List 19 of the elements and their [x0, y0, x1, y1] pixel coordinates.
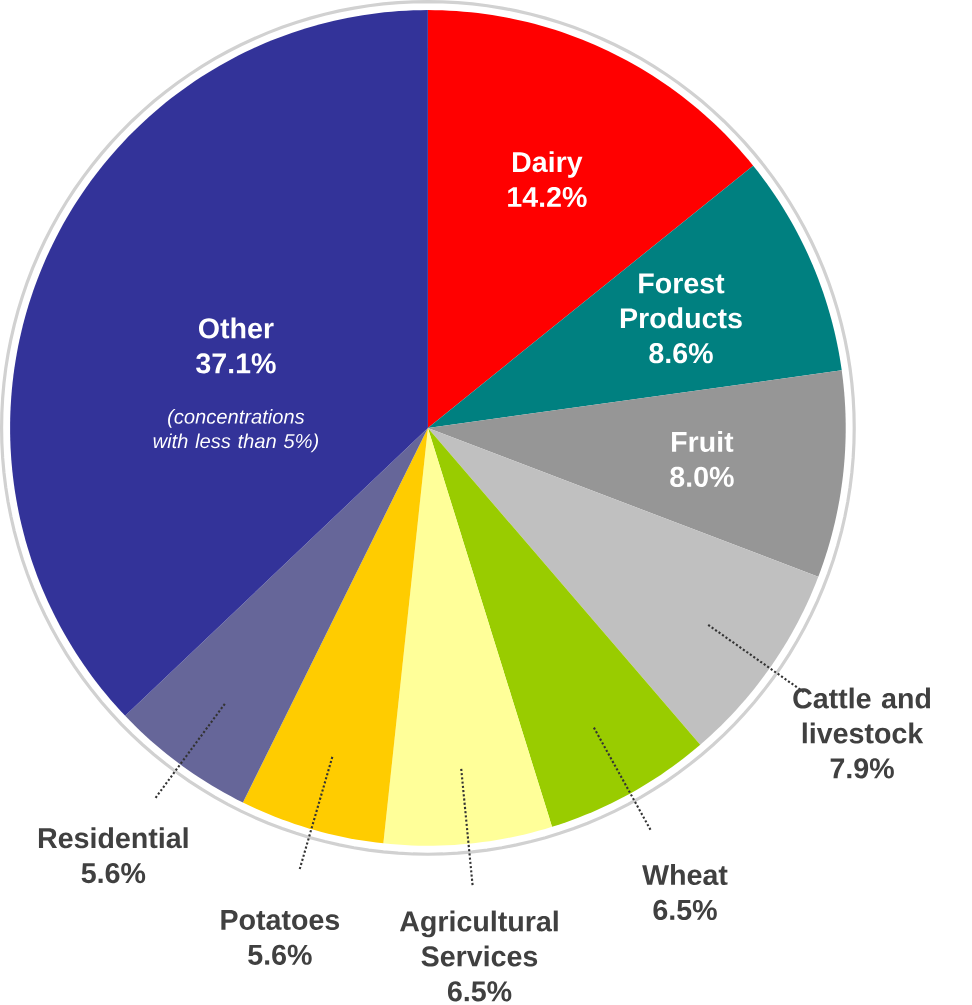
slice-label: Wheat	[642, 864, 728, 886]
data-label: 7.9%	[830, 758, 894, 779]
text: (concentrations with less than 5%)	[153, 409, 319, 453]
slice-label: Fruit	[672, 431, 734, 453]
data-label: 14.2%	[508, 186, 587, 208]
slice-label: Agricultural Services	[400, 910, 558, 967]
data-label: 5.6%	[248, 944, 312, 965]
slice-label: Residential	[39, 827, 188, 849]
slice-label: Forest Products	[620, 273, 742, 329]
data-label: 8.0%	[670, 466, 734, 487]
slice-label: Cattle and livestock	[793, 687, 931, 744]
slice-label: Other	[199, 317, 274, 339]
data-label: 6.5%	[448, 981, 512, 1002]
data-label: 6.5%	[653, 899, 717, 921]
data-label: 37.1%	[196, 353, 276, 374]
slice-label: Dairy	[513, 151, 583, 178]
data-label: 5.6%	[81, 862, 146, 884]
data-label: 8.6%	[649, 343, 713, 364]
slice-label: Potatoes	[221, 909, 340, 930]
